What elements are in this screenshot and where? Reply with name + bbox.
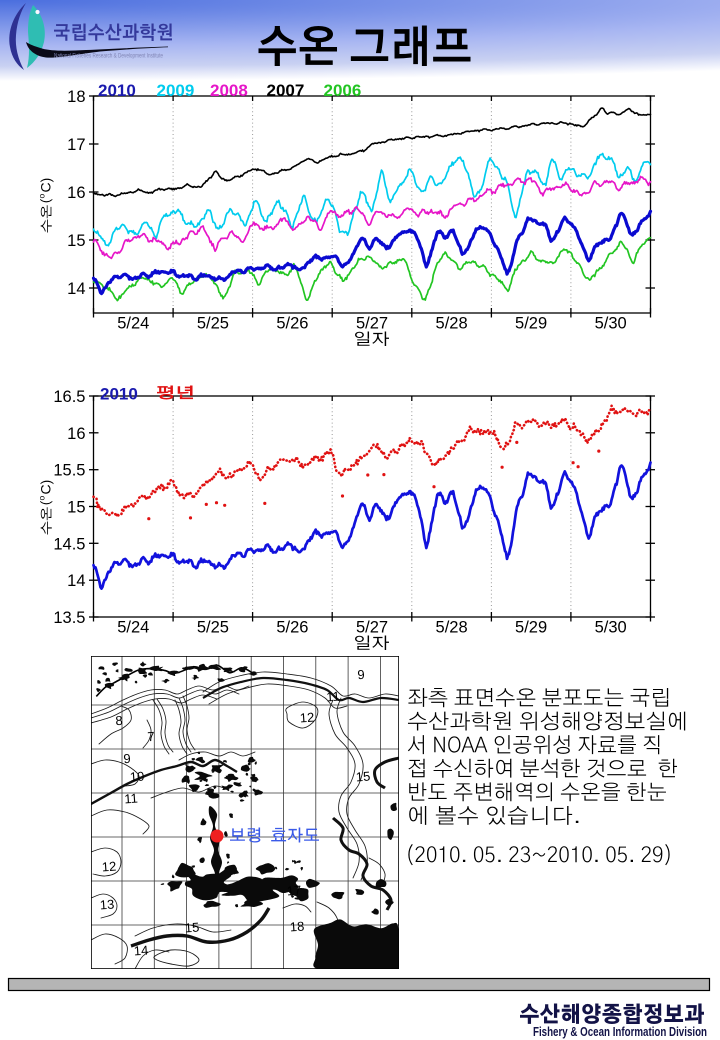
svg-text:15: 15 <box>355 769 370 785</box>
svg-text:13: 13 <box>99 897 114 913</box>
svg-text:5/24: 5/24 <box>117 619 149 637</box>
svg-text:17: 17 <box>286 883 301 899</box>
svg-text:5/26: 5/26 <box>276 619 308 637</box>
svg-text:7: 7 <box>147 729 155 744</box>
svg-text:16.5: 16.5 <box>53 388 85 406</box>
svg-text:2006: 2006 <box>324 81 362 100</box>
svg-text:2010: 2010 <box>100 385 138 404</box>
svg-text:14: 14 <box>67 280 85 298</box>
svg-text:15: 15 <box>67 232 85 250</box>
svg-text:15: 15 <box>184 920 199 936</box>
svg-text:11: 11 <box>326 689 341 705</box>
svg-text:5/30: 5/30 <box>595 619 627 637</box>
svg-text:16: 16 <box>67 184 85 202</box>
svg-text:2010: 2010 <box>98 81 136 100</box>
svg-text:14: 14 <box>67 572 85 590</box>
svg-text:5/26: 5/26 <box>276 315 308 333</box>
svg-text:o: o <box>37 194 47 199</box>
svg-text:14: 14 <box>133 943 148 959</box>
svg-text:5/27: 5/27 <box>356 619 388 637</box>
svg-text:5/25: 5/25 <box>197 315 229 333</box>
svg-text:2009: 2009 <box>157 81 195 100</box>
svg-text:5/27: 5/27 <box>356 315 388 333</box>
svg-text:National Fisheries Research &: National Fisheries Research & Developmen… <box>54 54 164 60</box>
svg-text:5/24: 5/24 <box>117 315 149 333</box>
svg-text:5/28: 5/28 <box>436 315 468 333</box>
svg-text:11: 11 <box>124 791 139 807</box>
svg-text:2007: 2007 <box>267 81 305 100</box>
svg-text:12: 12 <box>299 710 314 726</box>
svg-text:5/28: 5/28 <box>436 619 468 637</box>
svg-text:18: 18 <box>289 919 304 935</box>
svg-text:Fishery & Ocean Information Di: Fishery & Ocean Information Division <box>533 1025 707 1039</box>
svg-text:o: o <box>37 496 47 501</box>
svg-text:15.5: 15.5 <box>53 462 85 480</box>
svg-text:10: 10 <box>129 769 144 785</box>
svg-text:15: 15 <box>67 499 85 517</box>
svg-text:5/25: 5/25 <box>197 619 229 637</box>
svg-text:12: 12 <box>101 859 116 875</box>
svg-text:5/30: 5/30 <box>595 315 627 333</box>
svg-text:C): C) <box>38 178 54 193</box>
svg-text:14.5: 14.5 <box>53 535 85 553</box>
svg-text:C): C) <box>38 480 54 495</box>
svg-text:17: 17 <box>67 136 85 154</box>
svg-text:5/29: 5/29 <box>515 619 547 637</box>
svg-text:5/29: 5/29 <box>515 315 547 333</box>
svg-text:2008: 2008 <box>210 81 248 100</box>
svg-text:13.5: 13.5 <box>53 609 85 627</box>
svg-text:16: 16 <box>67 425 85 443</box>
svg-text:8: 8 <box>115 713 123 728</box>
svg-text:9: 9 <box>357 667 365 682</box>
svg-text:18: 18 <box>67 88 85 106</box>
svg-text:9: 9 <box>123 751 131 766</box>
